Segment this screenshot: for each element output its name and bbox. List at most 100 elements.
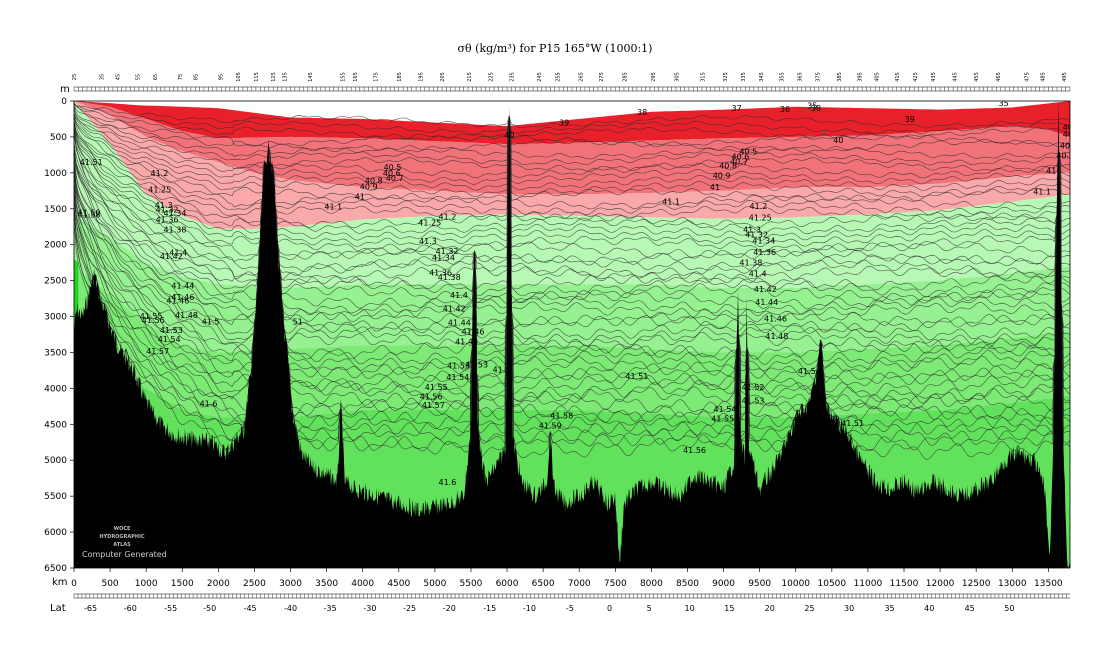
chart-title-symbol: σθ	[458, 42, 473, 55]
isopycnal-label: 40.8	[719, 162, 737, 171]
latitude-tick-label: 45	[965, 604, 975, 613]
latitude-tick-label: -50	[203, 604, 216, 613]
isopycnal-label: 41.58	[78, 211, 101, 220]
latitude-tick-label: -65	[84, 604, 97, 613]
depth-unit-label: m	[60, 84, 70, 95]
isopycnal-line	[74, 116, 1070, 292]
latitude-tick-label: -15	[483, 604, 496, 613]
latitude-tick-label: 25	[804, 604, 814, 613]
isopycnal-line	[74, 115, 1070, 191]
isopycnal-line	[74, 116, 1070, 334]
depth-tick-label: 0	[61, 97, 67, 107]
station-number-label: 275	[599, 72, 605, 82]
isopycnal-line	[74, 116, 1070, 198]
isopycnal-label: 41.32	[436, 247, 459, 256]
isopycnal-label: 41.2	[151, 169, 169, 178]
isopycnal-label: 41.32	[156, 206, 179, 215]
isopycnal-label: 41.3	[155, 201, 173, 210]
watermark-hydrographic: HYDROGRAPHIC	[99, 534, 145, 540]
isopycnal-line	[74, 116, 1070, 442]
isopycnal-label: 41.32	[745, 231, 768, 240]
isopycnal-label: 40	[833, 136, 843, 145]
isopycnal-label: 41.59	[78, 208, 101, 217]
isopycnal-label: 41.6	[439, 478, 457, 487]
isopycnal-label: 40.7	[730, 157, 748, 166]
isopycnal-label: 41.57	[422, 401, 445, 410]
distance-tick-label: 5500	[460, 579, 483, 589]
latitude-tick-label: -55	[164, 604, 177, 613]
isopycnal-label: 41.56	[683, 446, 706, 455]
isopycnal-line	[74, 108, 1070, 172]
isopycnal-label: 41.5	[798, 367, 816, 376]
isopycnal-line	[74, 116, 1070, 422]
latitude-tick-label: 40	[924, 604, 934, 613]
isopycnal-label: 41.34	[164, 209, 187, 218]
isopycnal-label: 41.51	[80, 158, 103, 167]
isopycnal-line	[74, 116, 1070, 323]
isopycnal-label: 41.51	[841, 419, 864, 428]
station-number-label: 155	[340, 72, 346, 82]
isopycnal-label: 41.46	[462, 328, 485, 337]
isopycnal-label: 41.42	[160, 252, 183, 261]
isopycnal-line	[74, 102, 1070, 147]
plot-frame	[73, 100, 1071, 569]
isopycnal-label: 41.55	[425, 383, 448, 392]
isopycnal-line	[74, 116, 1070, 285]
isopycnal-label: 41.34	[752, 236, 775, 245]
station-number-label: 315	[701, 72, 707, 82]
latitude-tick-label: -35	[324, 604, 337, 613]
isopycnal-line	[74, 105, 1070, 153]
isopycnal-label: 41.56	[420, 392, 443, 401]
isopycnal-label: 41.51	[625, 372, 648, 381]
isopycnal-line	[74, 116, 1070, 247]
latitude-tick-label: -30	[363, 604, 376, 613]
station-number-label: 475	[1025, 72, 1031, 82]
isopycnal-line	[74, 115, 1070, 203]
distance-tick-label: 7000	[568, 579, 591, 589]
isopycnal-line	[74, 116, 1070, 391]
isopycnal-label: 41.53	[447, 361, 470, 370]
isopycnal-line	[74, 116, 1070, 235]
station-number-label: 205	[440, 72, 446, 82]
distance-tick-label: 11000	[854, 579, 883, 589]
station-number-label: 235	[509, 72, 515, 82]
station-number-label: 105	[236, 72, 242, 82]
isopycnal-line	[74, 116, 1070, 229]
isopycnal-label: 41.34	[432, 254, 455, 263]
isopycnal-label: 41.38	[739, 259, 762, 268]
station-number-label: 485	[1041, 72, 1047, 82]
station-number-label: 395	[857, 72, 863, 82]
isopycnal-label: 41.53	[742, 397, 765, 406]
isopycnal-line	[74, 103, 1070, 129]
station-number-label: 85	[193, 74, 199, 80]
isopycnal-label: 41.48	[765, 332, 788, 341]
chart-title: σθ (kg/m³) for P15 165°W (1000:1)	[458, 42, 653, 55]
isopycnal-label: 41.48	[175, 311, 198, 320]
isopycnal-line	[74, 103, 1070, 135]
isopycnal-label: 40.8	[365, 177, 383, 186]
station-number-label: 165	[353, 72, 359, 82]
depth-tick-label: 4000	[44, 384, 67, 394]
isopycnal-label: 41.59	[539, 422, 562, 431]
latitude-tick-label: -45	[244, 604, 257, 613]
latitude-tick-label: 50	[1004, 604, 1014, 613]
distance-tick-label: 7500	[604, 579, 627, 589]
isopycnal-label: 41.42	[754, 285, 777, 294]
isopycnal-line	[74, 112, 1070, 179]
isopycnal-label: 41.46	[166, 297, 189, 306]
isopycnal-label: 40.9	[1056, 152, 1074, 161]
isopycnal-line	[74, 116, 1070, 316]
isopycnal-line	[74, 116, 1070, 341]
latitude-tick-label: -40	[284, 604, 297, 613]
isopycnal-line	[74, 116, 1070, 241]
station-number-label: 305	[675, 72, 681, 82]
isopycnal-label: 41.42	[443, 305, 466, 314]
station-number-label: 95	[219, 74, 225, 80]
depth-tick-label: 1500	[44, 205, 67, 215]
latitude-axis: -65 -60 -55 -50 -45 -40 -35 -30 -25 -20 -15 -10 -5 0 5…	[73, 594, 1067, 613]
station-number-label: 455	[974, 72, 980, 82]
woce-watermark: WOCE HYDROGRAPHIC ATLAS Computer Generat…	[82, 526, 167, 559]
station-number-label: 115	[254, 72, 260, 82]
